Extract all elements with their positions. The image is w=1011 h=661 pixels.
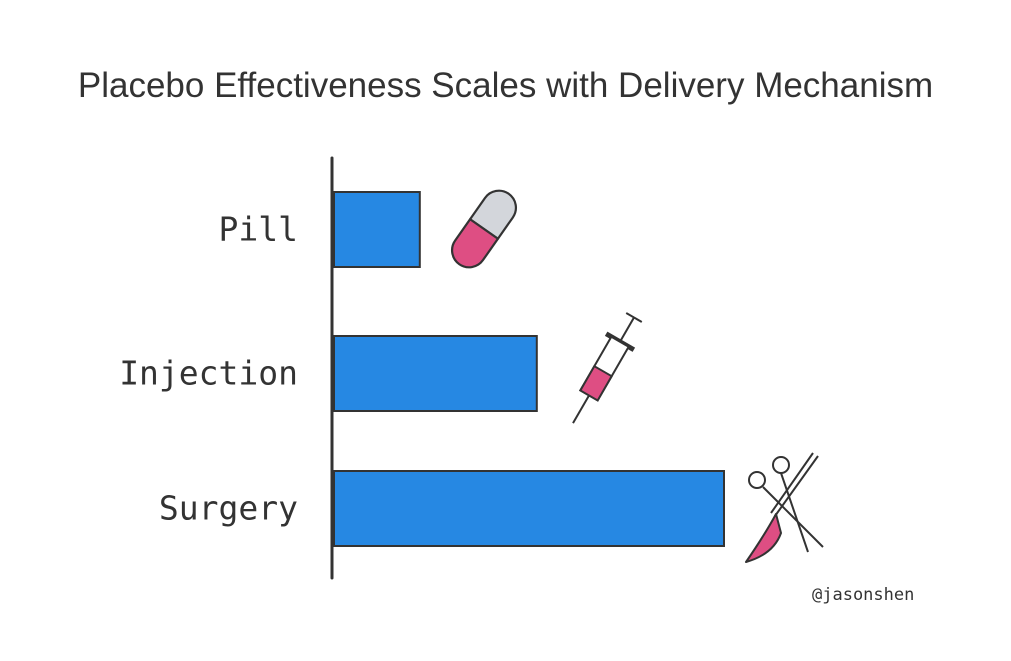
author-credit: @jasonshen — [812, 585, 915, 605]
pill-icon — [450, 189, 518, 269]
bars-layer — [333, 191, 725, 547]
chart-title: Placebo Effectiveness Scales with Delive… — [77, 66, 934, 105]
bar-pill — [333, 191, 421, 268]
category-label-injection: Injection — [119, 354, 298, 393]
syringe-icon — [572, 312, 643, 424]
category-labels: Pill Injection Surgery — [119, 210, 298, 528]
category-label-pill: Pill — [219, 210, 298, 249]
category-label-surgery: Surgery — [159, 489, 298, 528]
bar-injection — [333, 335, 538, 412]
bar-surgery — [333, 470, 725, 547]
surgery-tools-icon — [745, 452, 824, 563]
